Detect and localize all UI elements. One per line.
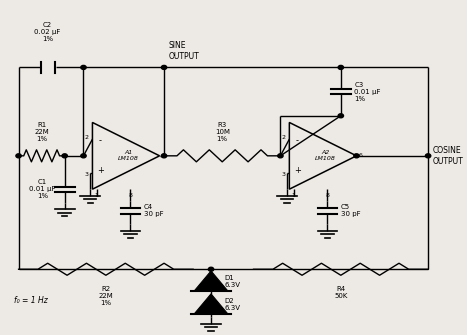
Text: -: - [99, 136, 102, 145]
Text: C3
0.01 μF
1%: C3 0.01 μF 1% [354, 82, 381, 102]
Circle shape [16, 154, 21, 158]
Text: D1
6.3V: D1 6.3V [225, 275, 241, 287]
Circle shape [162, 154, 167, 158]
Polygon shape [194, 294, 228, 314]
Text: A2
LM108: A2 LM108 [315, 150, 336, 161]
Circle shape [278, 154, 283, 158]
Polygon shape [194, 271, 228, 291]
Text: 6: 6 [359, 153, 362, 158]
Text: SINE
OUTPUT: SINE OUTPUT [169, 41, 199, 61]
Text: 2: 2 [282, 135, 286, 140]
Circle shape [208, 267, 214, 271]
Text: A1
LM108: A1 LM108 [118, 150, 139, 161]
Text: -: - [296, 136, 299, 145]
Circle shape [81, 154, 86, 158]
Text: C1
0.01 μF
1%: C1 0.01 μF 1% [29, 179, 56, 199]
Circle shape [338, 65, 344, 69]
Text: 2: 2 [85, 135, 89, 140]
Text: R3
10M
1%: R3 10M 1% [215, 123, 230, 142]
Text: +: + [97, 166, 104, 175]
Text: C5
30 pF: C5 30 pF [341, 204, 361, 217]
Text: R2
22M
1%: R2 22M 1% [99, 286, 113, 306]
Circle shape [62, 154, 67, 158]
Text: D2
6.3V: D2 6.3V [225, 297, 241, 311]
Circle shape [338, 114, 344, 118]
Text: 6: 6 [162, 153, 166, 158]
Text: 8: 8 [325, 193, 329, 198]
Text: 1: 1 [94, 193, 98, 198]
Text: 3: 3 [282, 172, 286, 177]
Text: C2
0.02 μF
1%: C2 0.02 μF 1% [35, 22, 61, 43]
Circle shape [425, 154, 431, 158]
Text: C4
30 pF: C4 30 pF [144, 204, 163, 217]
Text: f₀ = 1 Hz: f₀ = 1 Hz [14, 296, 48, 306]
Circle shape [162, 65, 167, 69]
Text: R4
50K: R4 50K [334, 286, 347, 299]
Text: COSINE
OUTPUT: COSINE OUTPUT [432, 146, 463, 165]
Text: 1: 1 [291, 193, 295, 198]
Circle shape [81, 65, 86, 69]
Text: +: + [294, 166, 301, 175]
Text: 3: 3 [85, 172, 89, 177]
Text: 8: 8 [128, 193, 133, 198]
Text: R1
22M
1%: R1 22M 1% [34, 123, 49, 142]
Circle shape [354, 154, 359, 158]
